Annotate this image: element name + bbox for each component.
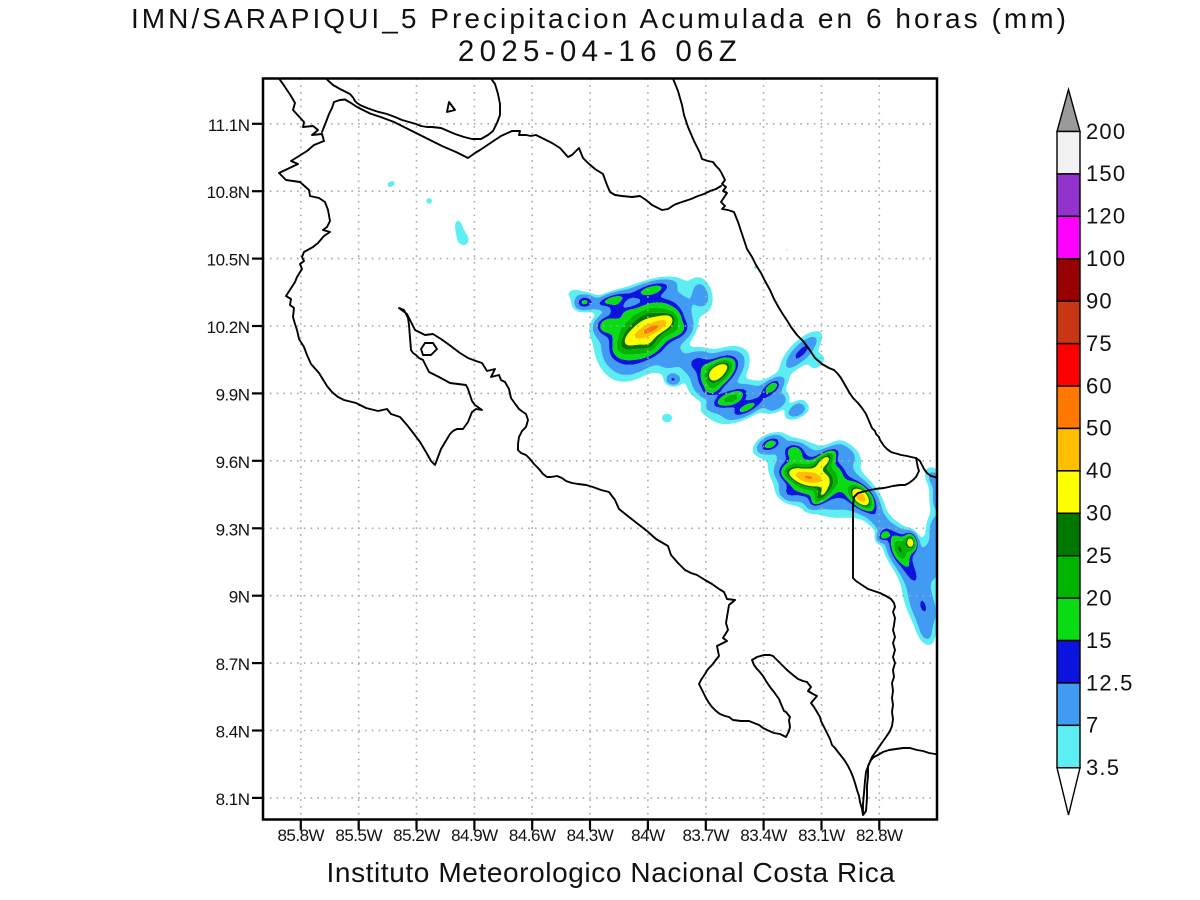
svg-text:15: 15 xyxy=(1086,628,1113,653)
svg-text:10.8N: 10.8N xyxy=(207,183,250,202)
svg-text:84.3W: 84.3W xyxy=(567,826,614,845)
svg-text:82.8W: 82.8W xyxy=(856,826,903,845)
svg-text:150: 150 xyxy=(1086,161,1126,186)
svg-text:120: 120 xyxy=(1086,204,1126,229)
svg-text:Instituto Meteorologico Nacion: Instituto Meteorologico Nacional Costa R… xyxy=(327,857,896,888)
svg-text:50: 50 xyxy=(1086,416,1113,441)
svg-text:90: 90 xyxy=(1086,289,1113,314)
svg-text:40: 40 xyxy=(1086,458,1113,483)
svg-text:84.6W: 84.6W xyxy=(509,826,556,845)
svg-text:8.7N: 8.7N xyxy=(216,655,250,674)
svg-text:8.4N: 8.4N xyxy=(216,723,250,742)
svg-text:20: 20 xyxy=(1086,585,1113,610)
svg-text:84W: 84W xyxy=(631,826,665,845)
svg-text:IMN/SARAPIQUI_5 Precipitacion: IMN/SARAPIQUI_5 Precipitacion Acumulada … xyxy=(131,3,1069,34)
svg-text:100: 100 xyxy=(1086,246,1126,271)
svg-text:8.1N: 8.1N xyxy=(216,790,250,809)
svg-text:7: 7 xyxy=(1086,713,1099,738)
svg-text:85.5W: 85.5W xyxy=(335,826,382,845)
svg-text:30: 30 xyxy=(1086,501,1113,526)
svg-text:12.5: 12.5 xyxy=(1086,670,1134,695)
svg-text:9.9N: 9.9N xyxy=(216,385,250,404)
svg-text:10.5N: 10.5N xyxy=(207,251,250,270)
svg-text:200: 200 xyxy=(1086,119,1126,144)
svg-text:2025-04-16 06Z: 2025-04-16 06Z xyxy=(458,35,742,68)
svg-text:9.3N: 9.3N xyxy=(216,520,250,539)
svg-text:60: 60 xyxy=(1086,373,1113,398)
svg-text:83.7W: 83.7W xyxy=(682,826,729,845)
svg-text:9N: 9N xyxy=(229,588,250,607)
svg-text:75: 75 xyxy=(1086,331,1113,356)
svg-text:83.1W: 83.1W xyxy=(798,826,845,845)
svg-text:25: 25 xyxy=(1086,543,1113,568)
svg-text:83.4W: 83.4W xyxy=(740,826,787,845)
svg-text:84.9W: 84.9W xyxy=(451,826,498,845)
svg-text:10.2N: 10.2N xyxy=(207,318,250,337)
svg-text:3.5: 3.5 xyxy=(1086,755,1120,780)
svg-text:85.8W: 85.8W xyxy=(277,826,324,845)
svg-text:9.6N: 9.6N xyxy=(216,453,250,472)
svg-text:11.1N: 11.1N xyxy=(208,116,250,135)
svg-text:85.2W: 85.2W xyxy=(393,826,440,845)
